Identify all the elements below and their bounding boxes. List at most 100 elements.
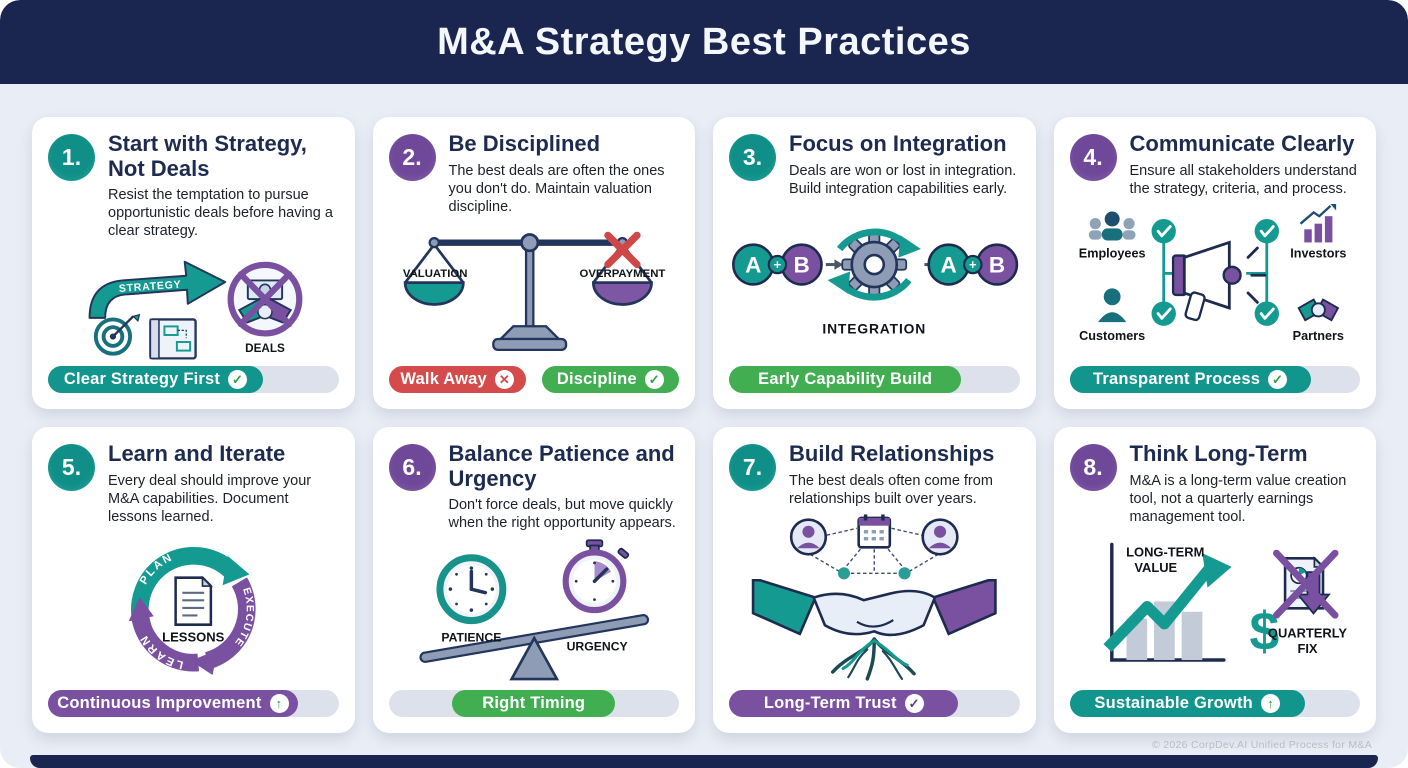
check-icon: ✓ bbox=[904, 694, 924, 713]
svg-text:+: + bbox=[969, 256, 977, 271]
deals-label: DEALS bbox=[245, 342, 285, 355]
status-badge: Continuous Improvement ↑ bbox=[48, 690, 298, 717]
blueprint-icon bbox=[149, 318, 197, 360]
svg-text:A: A bbox=[745, 252, 761, 277]
handshake-roots-illustration bbox=[729, 509, 1020, 690]
target-icon bbox=[93, 314, 141, 356]
strategy-arrow-icon: STRATEGY bbox=[88, 260, 227, 319]
card-description: Ensure all stakeholders understand the s… bbox=[1129, 162, 1357, 197]
balance-scale-illustration: VALUATION OVERPAYMENT bbox=[389, 217, 680, 366]
long-term-value-label-2: VALUE bbox=[1134, 560, 1177, 575]
status-badge: Long-Term Trust ✓ bbox=[729, 690, 959, 717]
long-term-value-illustration: $ LONG-TERM VALUE QU bbox=[1070, 527, 1361, 690]
status-badge: Early Capability Build bbox=[729, 366, 962, 393]
svg-text:STRATEGY: STRATEGY bbox=[118, 279, 181, 295]
quarterly-fix-label-2: FIX bbox=[1297, 641, 1317, 656]
card-learn-and-iterate: 5. Learn and Iterate Every deal should i… bbox=[32, 427, 355, 733]
arrow-right-icon bbox=[825, 258, 844, 270]
lessons-document-icon bbox=[174, 575, 213, 626]
badge-track: Long-Term Trust ✓ bbox=[729, 690, 1020, 717]
number-badge: 2. bbox=[388, 134, 436, 181]
card-title: Build Relationships bbox=[789, 441, 995, 466]
red-x-icon bbox=[603, 231, 641, 268]
check-icon: ✓ bbox=[228, 370, 248, 389]
merged-a-b-icon: A B + bbox=[927, 242, 1019, 286]
card-title: Be Disciplined bbox=[448, 131, 601, 156]
lessons-label: LESSONS bbox=[162, 629, 224, 644]
long-term-value-label-1: LONG-TERM bbox=[1126, 544, 1204, 559]
check-icon: ✓ bbox=[644, 370, 664, 389]
svg-text:A: A bbox=[940, 252, 956, 277]
valuation-label: VALUATION bbox=[402, 268, 467, 280]
no-deals-icon bbox=[227, 261, 303, 337]
number-badge: 8. bbox=[1069, 444, 1117, 491]
card-title: Communicate Clearly bbox=[1129, 131, 1355, 156]
stopwatch-icon bbox=[562, 539, 629, 614]
badge-track: Sustainable Growth ↑ bbox=[1069, 690, 1360, 717]
card-description: Resist the temptation to pursue opportun… bbox=[108, 187, 333, 240]
integration-gear-icon bbox=[827, 228, 921, 301]
page-title: M&A Strategy Best Practices bbox=[437, 20, 971, 63]
check-circle-icon bbox=[1151, 301, 1176, 326]
calendar-icon bbox=[857, 514, 892, 549]
customers-icon bbox=[1097, 287, 1126, 322]
header-bar: M&A Strategy Best Practices bbox=[0, 0, 1408, 84]
employees-label: Employees bbox=[1078, 246, 1145, 260]
integration-label: INTEGRATION bbox=[822, 320, 926, 336]
footer-bar bbox=[30, 755, 1378, 768]
card-title: Learn and Iterate bbox=[108, 441, 286, 466]
card-focus-on-integration: 3. Focus on Integration Deals are won or… bbox=[713, 117, 1036, 409]
up-arrow-icon: ↑ bbox=[269, 694, 289, 713]
quarterly-fix-label-1: QUARTERLY bbox=[1267, 625, 1347, 640]
quarterly-fix-icon bbox=[1272, 549, 1339, 619]
customers-label: Customers bbox=[1079, 328, 1145, 342]
seesaw-icon bbox=[418, 614, 649, 681]
status-badge: Transparent Process ✓ bbox=[1069, 366, 1311, 393]
card-start-with-strategy: 1. Start with Strategy, Not Deals Resist… bbox=[32, 117, 355, 409]
card-title: Start with Strategy, Not Deals bbox=[108, 131, 307, 181]
employees-icon bbox=[1088, 211, 1136, 241]
overpayment-label: OVERPAYMENT bbox=[579, 268, 665, 280]
investors-icon bbox=[1299, 203, 1336, 242]
card-title: Focus on Integration bbox=[789, 131, 1007, 156]
copyright-text: © 2026 CorpDev.AI Unified Process for M&… bbox=[1151, 739, 1372, 751]
card-title: Think Long-Term bbox=[1129, 441, 1308, 466]
urgency-label: URGENCY bbox=[566, 639, 627, 653]
company-a-b-icon: A B + bbox=[732, 242, 823, 286]
investors-label: Investors bbox=[1290, 246, 1346, 260]
person-avatar-icon bbox=[789, 517, 828, 556]
number-badge: 4. bbox=[1069, 134, 1117, 181]
card-balance-patience-urgency: 6. Balance Patience and Urgency Don't fo… bbox=[372, 427, 695, 733]
status-badge: Sustainable Growth ↑ bbox=[1069, 690, 1305, 717]
integration-illustration: A B + bbox=[729, 199, 1020, 366]
badge-track: Continuous Improvement ↑ bbox=[48, 690, 339, 717]
card-be-disciplined: 2. Be Disciplined The best deals are oft… bbox=[372, 117, 695, 409]
cross-icon: ✕ bbox=[494, 370, 514, 389]
check-circle-icon bbox=[1254, 218, 1279, 243]
badge-track: Right Timing bbox=[388, 690, 679, 717]
status-badge: Clear Strategy First ✓ bbox=[48, 366, 263, 393]
card-build-relationships: 7. Build Relationships The best deals of… bbox=[713, 427, 1036, 733]
stakeholders-illustration: Employees Investors Customers bbox=[1070, 199, 1361, 366]
card-grid: 1. Start with Strategy, Not Deals Resist… bbox=[0, 84, 1408, 733]
clock-icon bbox=[435, 554, 506, 625]
number-badge: 3. bbox=[729, 134, 776, 181]
check-circle-icon bbox=[1254, 301, 1279, 326]
svg-text:B: B bbox=[794, 252, 810, 277]
status-badge: Discipline ✓ bbox=[541, 366, 679, 393]
badge-track: Clear Strategy First ✓ bbox=[48, 366, 339, 393]
card-description: The best deals are often the ones you do… bbox=[448, 162, 665, 215]
status-badge: Walk Away ✕ bbox=[388, 366, 526, 393]
badge-track: Walk Away ✕ Discipline ✓ bbox=[388, 366, 679, 393]
partners-label: Partners bbox=[1292, 328, 1343, 342]
svg-text:B: B bbox=[989, 252, 1005, 277]
partners-handshake-icon bbox=[1296, 297, 1339, 322]
card-description: Deals are won or lost in integration. Bu… bbox=[789, 162, 1017, 197]
person-avatar-icon bbox=[921, 517, 959, 556]
status-badge: Right Timing bbox=[452, 690, 616, 717]
card-description: M&A is a long-term value creation tool, … bbox=[1129, 472, 1347, 525]
card-think-long-term: 8. Think Long-Term M&A is a long-term va… bbox=[1053, 427, 1376, 733]
seesaw-illustration: PATIENCE URGENCY bbox=[389, 533, 680, 690]
pdca-cycle-illustration: PLAN EXECUTE LEARN bbox=[48, 527, 339, 690]
patience-label: PATIENCE bbox=[441, 631, 501, 645]
